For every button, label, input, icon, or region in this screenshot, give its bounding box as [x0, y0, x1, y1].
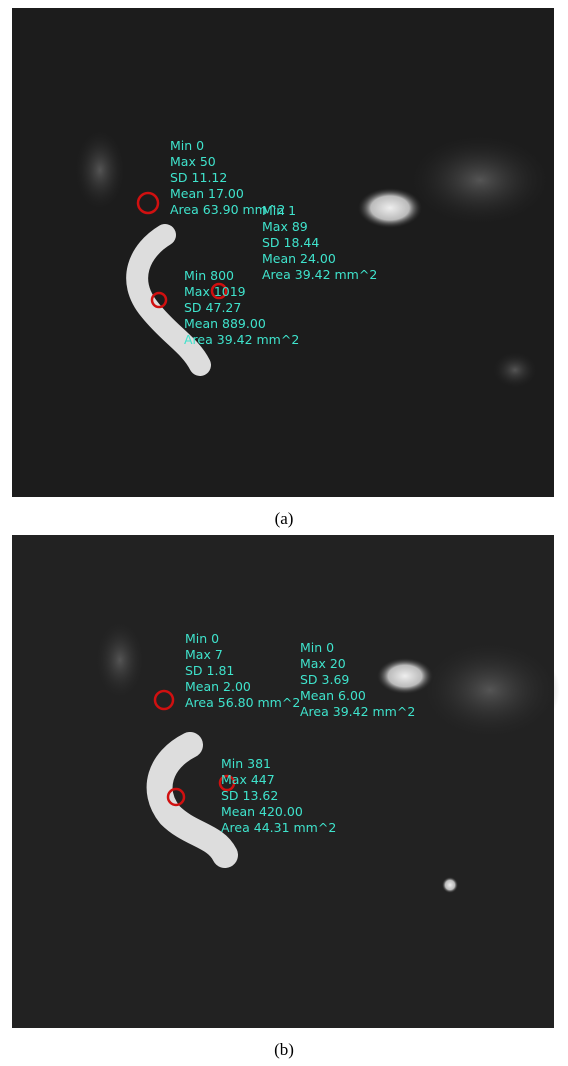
roi-stat: Area 56.80 mm^2: [185, 695, 300, 710]
roi-stat: SD 18.44: [262, 235, 319, 250]
roi-stat: Max 50: [170, 154, 216, 169]
roi-stat: Max 20: [300, 656, 346, 671]
panel-label: (a): [275, 509, 294, 528]
roi-stat: Min 0: [170, 138, 204, 153]
roi-stat: SD 1.81: [185, 663, 234, 678]
roi-stat: Area 44.31 mm^2: [221, 820, 336, 835]
roi-stat: Mean 17.00: [170, 186, 244, 201]
roi-stat: SD 13.62: [221, 788, 278, 803]
roi-stat: Max 1019: [184, 284, 246, 299]
roi-stat: SD 11.12: [170, 170, 227, 185]
roi-stat: Min 800: [184, 268, 234, 283]
roi-stat: Mean 420.00: [221, 804, 303, 819]
roi-stat: Min 0: [300, 640, 334, 655]
roi-stat: Max 7: [185, 647, 223, 662]
roi-stat: Min 381: [221, 756, 271, 771]
roi-stat: Mean 889.00: [184, 316, 266, 331]
roi-stat: Area 39.42 mm^2: [300, 704, 415, 719]
roi-stat: SD 47.27: [184, 300, 241, 315]
roi-stat: Mean 2.00: [185, 679, 251, 694]
roi-stat: Min 0: [185, 631, 219, 646]
roi-stat: Min 1: [262, 203, 296, 218]
panel-label: (b): [274, 1040, 294, 1059]
roi-stat: SD 3.69: [300, 672, 349, 687]
roi-stat: Max 89: [262, 219, 308, 234]
roi-stat: Max 447: [221, 772, 275, 787]
roi-stat: Mean 24.00: [262, 251, 336, 266]
roi-stat: Area 39.42 mm^2: [262, 267, 377, 282]
roi-stat: Area 39.42 mm^2: [184, 332, 299, 347]
roi-stat: Mean 6.00: [300, 688, 366, 703]
mri-image-b: [12, 535, 560, 1028]
figure: Min 0Max 50SD 11.12Mean 17.00Area 63.90 …: [0, 0, 568, 1066]
